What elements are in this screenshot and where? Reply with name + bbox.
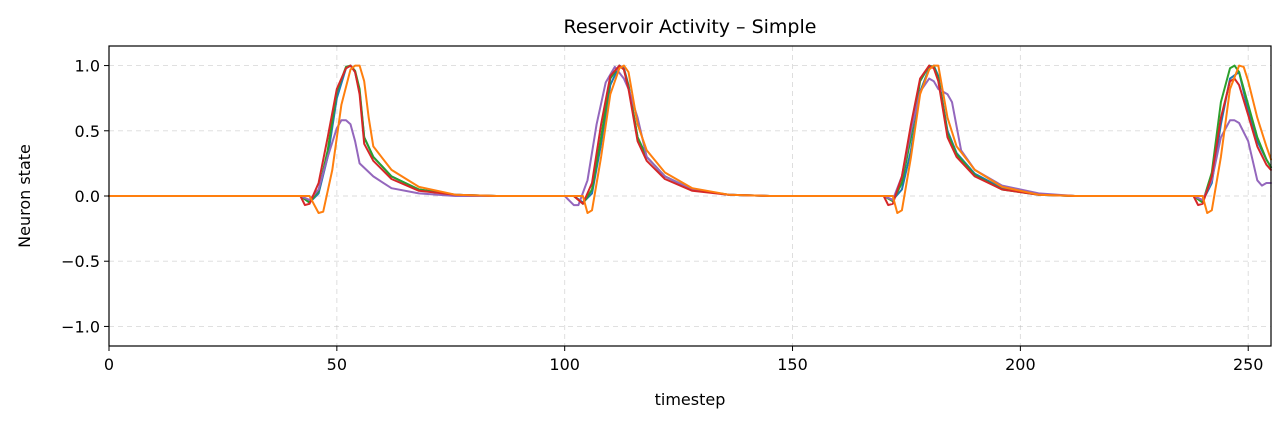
x-axis-label: timestep — [655, 390, 726, 409]
series-line-4 — [108, 64, 1272, 207]
chart-title: Reservoir Activity – Simple — [564, 16, 817, 38]
axis-ticks: 0 50 100 150 200 250 1.0 0.5 0.0 −0.5 −1.0 — [61, 57, 1263, 374]
x-tick-label: 200 — [1005, 355, 1036, 374]
y-tick-label: 1.0 — [75, 57, 100, 76]
y-axis-label: Neuron state — [15, 144, 34, 248]
x-tick-label: 250 — [1233, 355, 1264, 374]
x-tick-label: 100 — [549, 355, 580, 374]
series-lines — [108, 64, 1272, 214]
y-tick-label: −1.0 — [61, 317, 100, 336]
x-tick-label: 50 — [327, 355, 347, 374]
y-tick-label: 0.0 — [75, 187, 100, 206]
grid — [108, 46, 1271, 346]
x-tick-label: 150 — [777, 355, 808, 374]
y-tick-label: 0.5 — [75, 122, 100, 141]
x-tick-label: 0 — [104, 355, 114, 374]
series-line-5 — [108, 64, 1272, 214]
y-tick-label: −0.5 — [61, 252, 100, 271]
